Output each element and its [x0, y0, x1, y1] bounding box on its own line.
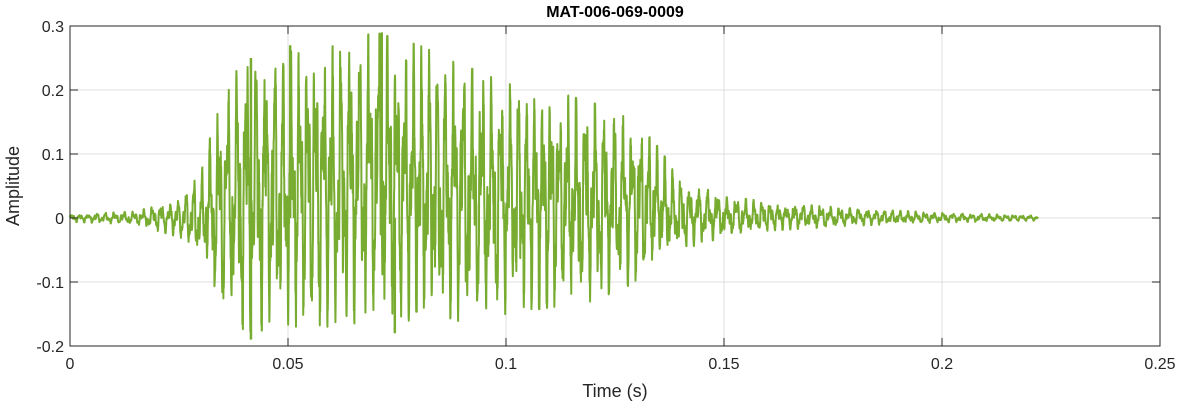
y-tick-label: 0.2 — [42, 83, 64, 100]
y-tick-label: 0 — [55, 211, 64, 228]
signal-series — [69, 32, 1039, 340]
y-tick-label: 0.1 — [42, 147, 64, 164]
plot-area-border — [69, 25, 1161, 347]
x-axis-label: Time (s) — [582, 381, 647, 401]
x-tick-label: 0.1 — [495, 356, 517, 373]
x-tick-label: 0.15 — [708, 356, 739, 373]
y-tick-label: -0.1 — [36, 275, 64, 292]
axis-ticks: 0 0.05 0.1 0.15 0.2 0.25 -0.2 -0.1 0 0.1 0.2 0.3 — [36, 19, 1175, 373]
y-tick-label: 0.3 — [42, 19, 64, 36]
x-tick-label: 0.25 — [1144, 356, 1175, 373]
waveform-line — [69, 32, 1039, 333]
y-tick-label: -0.2 — [36, 339, 64, 356]
x-tick-label: 0 — [66, 356, 75, 373]
y-axis-label: Amplitude — [3, 146, 23, 226]
x-tick-label: 0.2 — [931, 356, 953, 373]
chart-title: MAT-006-069-0009 — [546, 4, 684, 21]
x-tick-label: 0.05 — [272, 356, 303, 373]
